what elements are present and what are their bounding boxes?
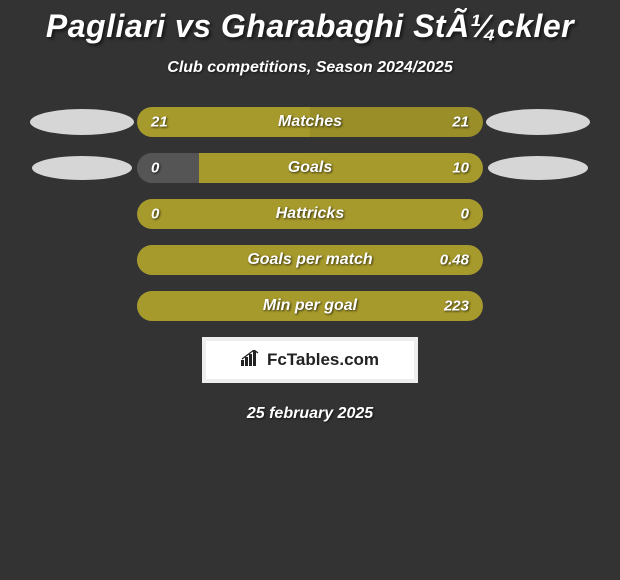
stat-label: Goals (137, 159, 483, 177)
brand-inner[interactable]: FcTables.com (202, 337, 418, 383)
badge-ellipse-icon (30, 109, 134, 135)
stat-label: Goals per match (137, 251, 483, 269)
stat-bar: Matches21 21 (137, 107, 483, 137)
stat-value-right: 223 (444, 298, 469, 315)
badge-ellipse-icon (486, 109, 590, 135)
stat-value-left: 21 (151, 114, 168, 131)
stat-value-left: 0 (151, 206, 159, 223)
stat-value-right: 0 (461, 206, 469, 223)
team-badge-left (27, 109, 137, 135)
stat-label: Matches (137, 113, 483, 131)
team-badge-left (27, 156, 137, 180)
stat-row: Hattricks0 0 (0, 199, 620, 229)
stat-label: Hattricks (137, 205, 483, 223)
stat-bar: Goals per match0.48 (137, 245, 483, 275)
brand-box: FcTables.com (0, 337, 620, 383)
stat-row: Matches21 21 (0, 107, 620, 137)
team-badge-right (483, 109, 593, 135)
stat-label: Min per goal (137, 297, 483, 315)
stat-row: Goals per match0.48 (0, 245, 620, 275)
stat-bar: Goals0 10 (137, 153, 483, 183)
badge-ellipse-icon (488, 156, 588, 180)
brand-label: FcTables.com (267, 350, 379, 370)
stat-value-right: 21 (452, 114, 469, 131)
brand-text: FcTables.com (241, 350, 379, 371)
team-badge-right (483, 156, 593, 180)
stat-bar: Min per goal223 (137, 291, 483, 321)
stat-value-left: 0 (151, 160, 159, 177)
badge-ellipse-icon (32, 156, 132, 180)
stats-rows: Matches2121Goals010Hattricks00Goals per … (0, 107, 620, 321)
stat-bar: Hattricks0 0 (137, 199, 483, 229)
comparison-container: Pagliari vs Gharabaghi StÃ¼ckler Club co… (0, 0, 620, 423)
stat-value-right: 0.48 (440, 252, 469, 269)
stat-value-right: 10 (452, 160, 469, 177)
page-subtitle: Club competitions, Season 2024/2025 (0, 59, 620, 77)
date-label: 25 february 2025 (0, 405, 620, 423)
stat-row: Goals0 10 (0, 153, 620, 183)
stat-row: Min per goal223 (0, 291, 620, 321)
bars-chart-icon (241, 350, 263, 371)
page-title: Pagliari vs Gharabaghi StÃ¼ckler (0, 8, 620, 45)
